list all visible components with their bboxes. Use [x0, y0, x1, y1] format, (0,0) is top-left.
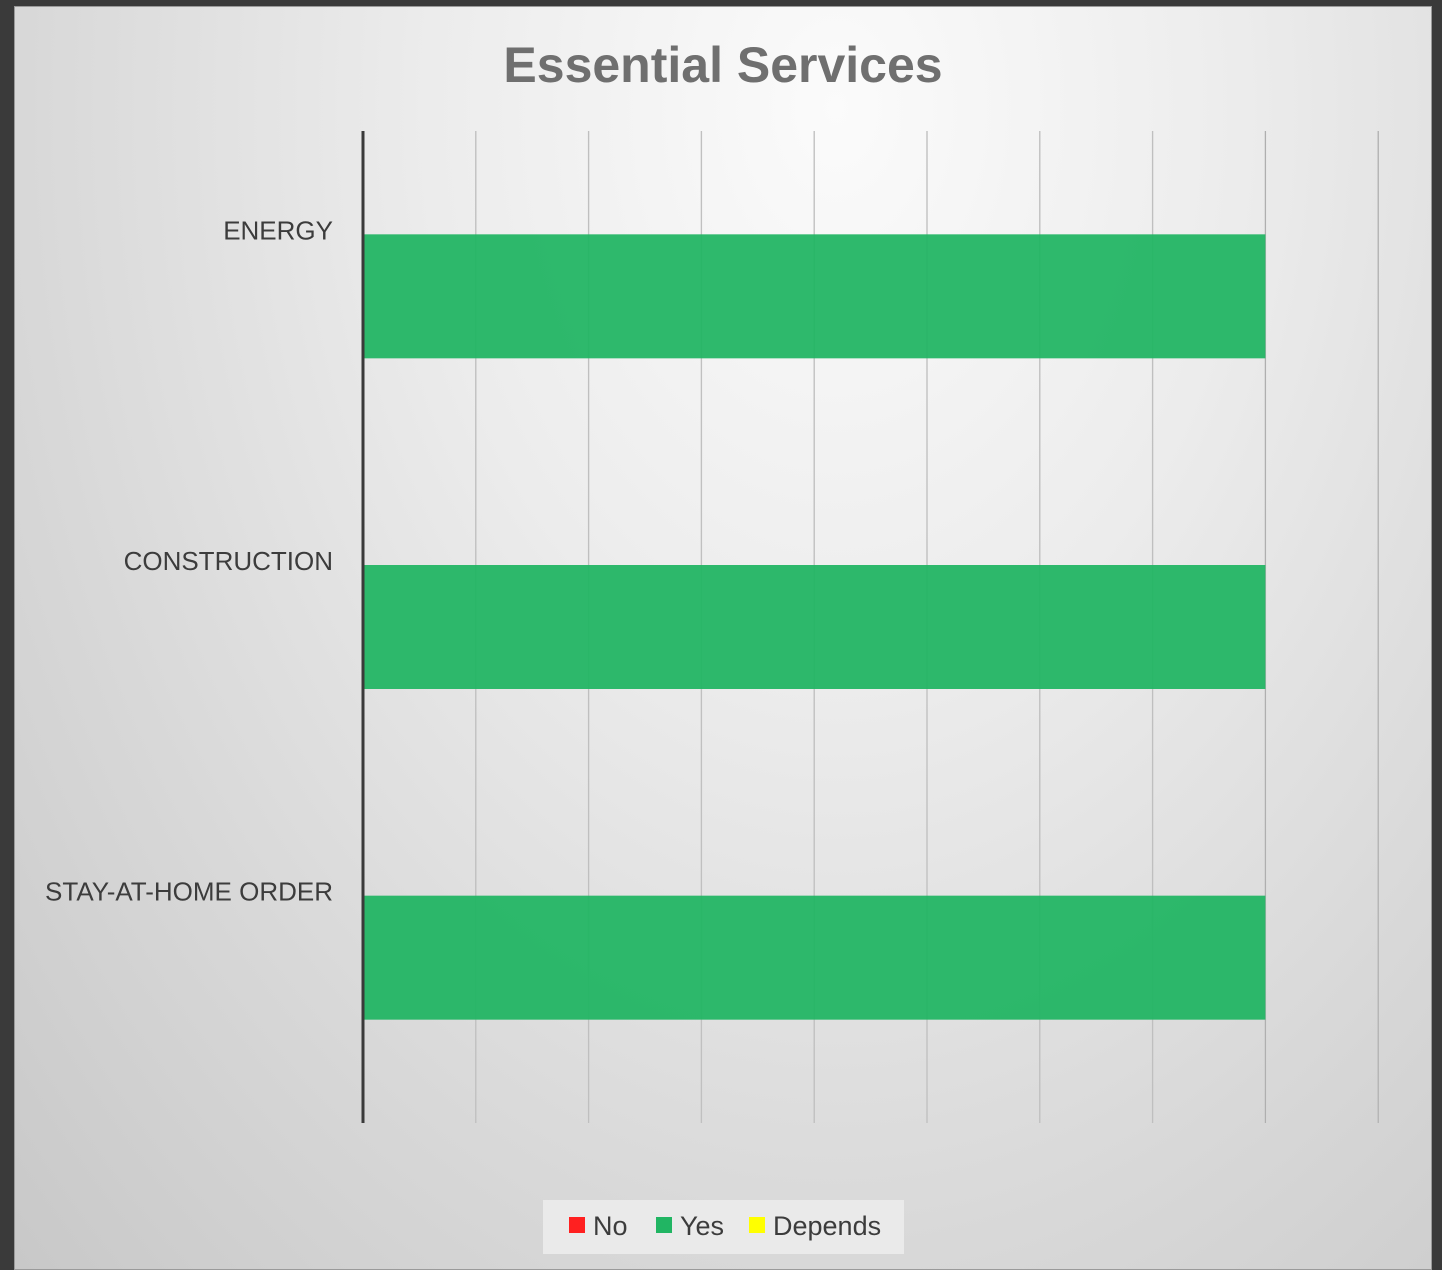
legend: No Yes Depends — [543, 1200, 904, 1254]
bars — [363, 234, 1266, 1020]
legend-swatch-no — [569, 1217, 585, 1233]
bar-yes — [363, 565, 1266, 689]
chart-area: Essential Services STAY-AT-HOME ORDER CON… — [14, 6, 1432, 1270]
legend-label-no: No — [593, 1211, 628, 1241]
chart-svg: Essential Services STAY-AT-HOME ORDER CON… — [45, 37, 1379, 1254]
legend-background — [543, 1200, 904, 1254]
legend-swatch-depends — [749, 1217, 765, 1233]
category-labels: STAY-AT-HOME ORDER CONSTRUCTION ENERGY — [45, 215, 333, 906]
legend-items: No Yes Depends — [569, 1211, 881, 1241]
legend-label-yes: Yes — [680, 1211, 724, 1241]
category-label: ENERGY — [223, 215, 333, 245]
bar-yes — [363, 895, 1266, 1020]
category-label: CONSTRUCTION — [124, 546, 333, 576]
chart-title: Essential Services — [503, 37, 942, 93]
legend-swatch-yes — [656, 1217, 672, 1233]
bar-yes — [363, 234, 1266, 359]
legend-label-depends: Depends — [773, 1211, 881, 1241]
category-label: STAY-AT-HOME ORDER — [45, 877, 333, 907]
